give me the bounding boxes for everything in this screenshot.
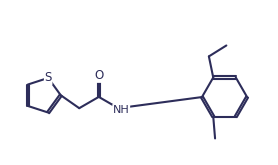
Text: S: S xyxy=(44,71,52,84)
Text: NH: NH xyxy=(113,105,130,115)
Text: O: O xyxy=(94,69,103,82)
